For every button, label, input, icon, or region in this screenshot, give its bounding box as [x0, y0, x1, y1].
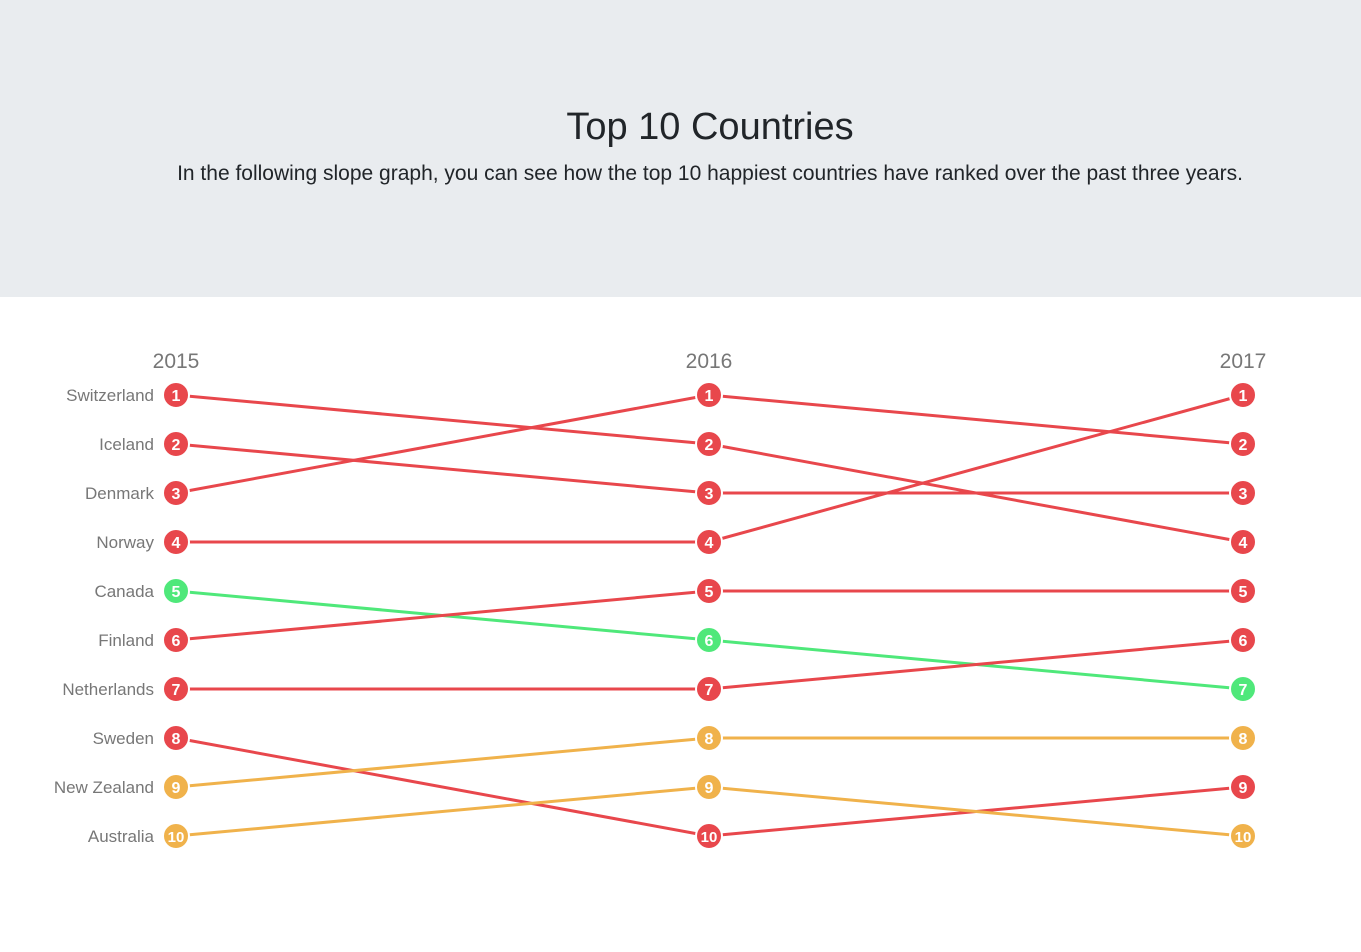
rank-number: 5	[1239, 584, 1248, 601]
rank-marker	[162, 577, 190, 605]
rank-marker	[1229, 675, 1257, 703]
rank-number: 9	[705, 780, 714, 797]
country-label: Sweden	[93, 729, 154, 748]
slope-line	[708, 638, 1244, 691]
rank-number: 7	[1239, 682, 1248, 699]
country-label: Switzerland	[66, 386, 154, 405]
rank-number: 10	[1235, 829, 1252, 846]
rank-marker	[695, 577, 723, 605]
rank-marker	[162, 528, 190, 556]
rank-marker	[1229, 822, 1257, 850]
slope-line	[708, 393, 1244, 446]
rank-number: 7	[705, 682, 714, 699]
country-label: Finland	[98, 631, 154, 650]
rank-number: 3	[172, 486, 181, 503]
rank-marker	[162, 430, 190, 458]
rank-number: 4	[172, 535, 181, 552]
rank-marker	[162, 675, 190, 703]
rank-number: 5	[172, 584, 181, 601]
rank-marker	[162, 822, 190, 850]
rank-number: 2	[172, 437, 181, 454]
rank-number: 4	[1239, 535, 1248, 552]
rank-number: 9	[1239, 780, 1248, 797]
rank-number: 9	[172, 780, 181, 797]
year-label: 2016	[686, 350, 733, 373]
rank-marker	[162, 381, 190, 409]
rank-marker	[1229, 626, 1257, 654]
country-label: Australia	[88, 827, 155, 846]
year-label: 2015	[153, 350, 200, 373]
rank-marker	[695, 430, 723, 458]
rank-marker	[1229, 381, 1257, 409]
rank-number: 3	[705, 486, 714, 503]
country-label: Iceland	[99, 435, 154, 454]
rank-number: 3	[1239, 486, 1248, 503]
rank-marker	[695, 675, 723, 703]
rank-number: 8	[1239, 731, 1248, 748]
rank-number: 1	[1239, 388, 1248, 405]
rank-number: 6	[172, 633, 181, 650]
rank-number: 6	[705, 633, 714, 650]
rank-number: 7	[172, 682, 181, 699]
rank-marker	[1229, 479, 1257, 507]
slope-line	[708, 393, 1244, 544]
rank-marker	[162, 479, 190, 507]
rank-marker	[695, 724, 723, 752]
rank-number: 1	[705, 388, 714, 405]
rank-number: 10	[701, 829, 718, 846]
slope-line	[175, 393, 710, 495]
slope-line	[175, 736, 710, 789]
slope-line	[708, 785, 1244, 838]
slope-line	[175, 393, 710, 446]
rank-number: 5	[705, 584, 714, 601]
rank-number: 2	[705, 437, 714, 454]
country-label: Canada	[94, 582, 154, 601]
country-label: Netherlands	[62, 680, 154, 699]
rank-marker	[1229, 773, 1257, 801]
country-label: New Zealand	[54, 778, 154, 797]
rank-marker	[1229, 528, 1257, 556]
rank-number: 1	[172, 388, 181, 405]
country-label: Norway	[96, 533, 154, 552]
slope-line	[175, 736, 710, 838]
slope-line	[175, 785, 710, 838]
rank-marker	[695, 381, 723, 409]
rank-marker	[1229, 577, 1257, 605]
slope-line	[175, 442, 710, 495]
country-label: Denmark	[85, 484, 154, 503]
rank-number: 10	[168, 829, 185, 846]
slope-line	[175, 589, 710, 642]
rank-number: 6	[1239, 633, 1248, 650]
rank-marker	[695, 528, 723, 556]
slope-chart: 2015 2016 2017 Switzerland Iceland Denmark Nor…	[54, 350, 1267, 850]
rank-marker	[695, 626, 723, 654]
rank-marker	[695, 479, 723, 507]
rank-marker	[695, 822, 723, 850]
rank-marker	[162, 626, 190, 654]
year-label: 2017	[1220, 350, 1267, 373]
page-subtitle: In the following slope graph, you can se…	[177, 162, 1243, 185]
rank-number: 8	[172, 731, 181, 748]
page-title: Top 10 Countries	[566, 106, 854, 148]
rank-number: 8	[705, 731, 714, 748]
rank-number: 2	[1239, 437, 1248, 454]
rank-number: 4	[705, 535, 714, 552]
rank-marker	[1229, 724, 1257, 752]
rank-marker	[162, 724, 190, 752]
rank-marker	[1229, 430, 1257, 458]
rank-marker	[162, 773, 190, 801]
slope-chart-area: 2015 2016 2017 Switzerland Iceland Denmark Nor…	[0, 297, 1361, 947]
rank-marker	[695, 773, 723, 801]
header-banner: Top 10 Countries In the following slope …	[0, 0, 1361, 297]
